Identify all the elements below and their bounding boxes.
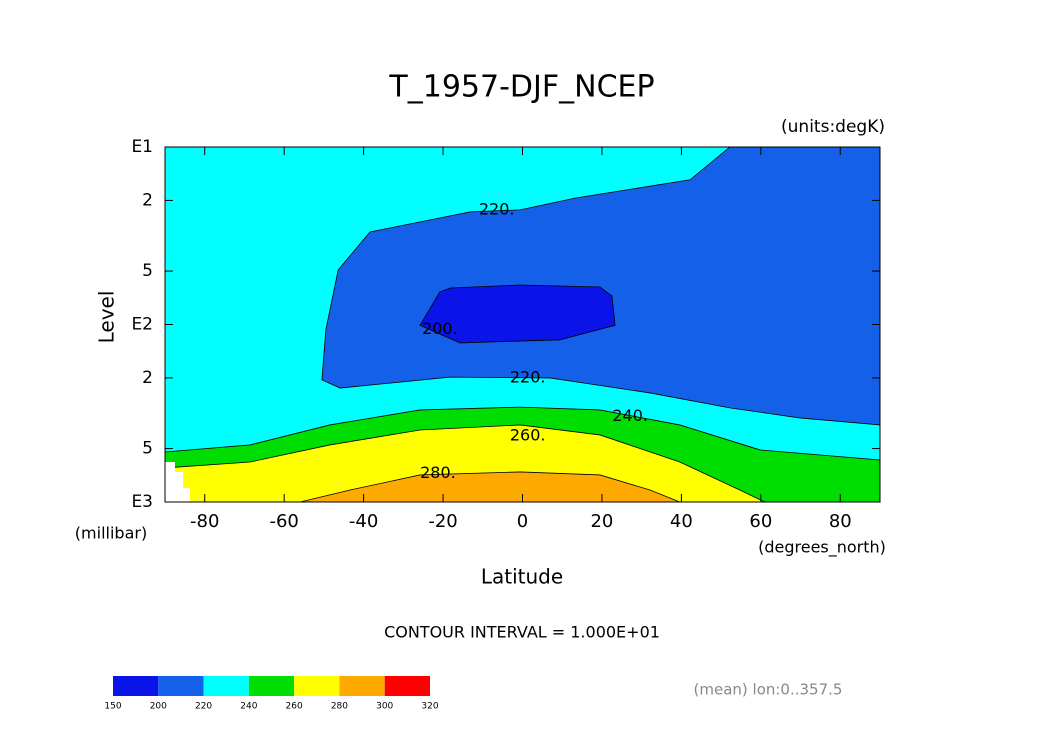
- colorbar-box: [113, 676, 159, 696]
- colorbar-label: 200: [150, 702, 167, 712]
- colorbar-label: 240: [240, 702, 257, 712]
- y-tick-label: E2: [131, 315, 153, 335]
- y-tick-label: 5: [142, 261, 153, 281]
- contour-region: [299, 471, 680, 503]
- y-tick-label: 2: [142, 190, 153, 210]
- contour-label: 260.: [510, 426, 546, 445]
- overlay: 220. 200. 220. 240. 260. 280. -80 -60 -40 -20 0 20 4…: [131, 137, 880, 532]
- colorbar-box: [294, 676, 340, 696]
- mean-note: (mean) lon:0..357.5: [694, 681, 843, 699]
- x-axis-title: Latitude: [481, 565, 563, 589]
- contour-label: 220.: [510, 367, 546, 386]
- colorbar-label: 220: [195, 702, 212, 712]
- x-tick-label: 60: [749, 511, 772, 532]
- footer-text: CONTOUR INTERVAL = 1.000E+01: [384, 623, 660, 642]
- x-axis-units: (degrees_north): [758, 538, 886, 558]
- colorbar-box: [384, 676, 430, 696]
- y-axis-units: (millibar): [75, 524, 147, 543]
- colorbar-label: 280: [331, 702, 348, 712]
- y-axis-title: Level: [95, 291, 119, 344]
- colorbar-box: [158, 676, 204, 696]
- missing-data: [165, 462, 190, 502]
- contour-label: 200.: [422, 319, 458, 338]
- colorbar-label: 150: [104, 702, 121, 712]
- x-tick-label: -40: [349, 511, 378, 532]
- contour-label: 220.: [479, 199, 515, 218]
- contour-label: 240.: [612, 406, 648, 425]
- units-label: (units:degK): [781, 117, 885, 137]
- x-tick-label: -60: [269, 511, 298, 532]
- x-tick-label: 20: [590, 511, 613, 532]
- x-tick-label: 40: [670, 511, 693, 532]
- y-tick-label: E3: [131, 492, 153, 512]
- colorbar-box: [339, 676, 385, 696]
- colorbar-label: 320: [421, 702, 438, 712]
- colorbar-label: 300: [376, 702, 393, 712]
- contour-region: [419, 284, 616, 344]
- y-tick-label: E1: [131, 137, 153, 157]
- y-tick-label: 5: [142, 439, 153, 459]
- colorbar-box: [203, 676, 249, 696]
- contour-region: [321, 146, 881, 426]
- colorbar-label: 260: [286, 702, 303, 712]
- colorbar-box: [248, 676, 295, 696]
- x-tick-label: 0: [517, 511, 528, 532]
- contour-label: 280.: [420, 463, 456, 482]
- x-tick-label: 80: [829, 511, 852, 532]
- y-tick-label: 2: [142, 368, 153, 388]
- x-tick-label: -20: [428, 511, 457, 532]
- chart-title: T_1957-DJF_NCEP: [388, 70, 654, 105]
- plot-area: [164, 146, 881, 503]
- x-tick-label: -80: [190, 511, 219, 532]
